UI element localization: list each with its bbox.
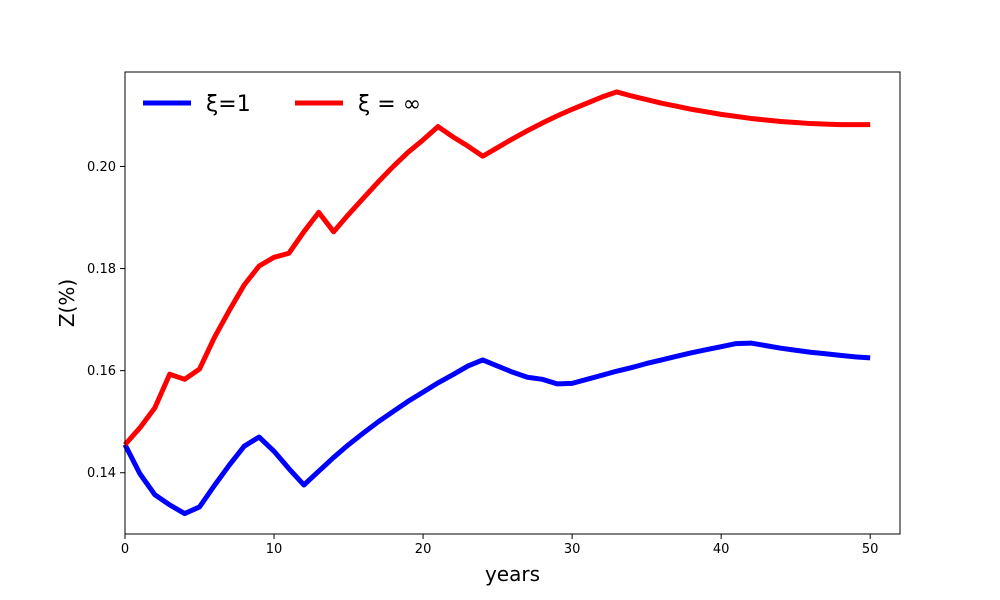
legend-entry-xi-infinity: ξ = ∞ [358,92,421,117]
y-axis-label: Z(%) [55,279,79,327]
y-axis: 0.14 0.16 0.18 0.20 [87,160,125,481]
y-tick-label: 0.14 [87,466,116,481]
x-tick-label: 20 [415,542,432,557]
x-tick-label: 30 [564,542,581,557]
plot-frame [124,71,901,535]
series-layer [122,89,871,517]
y-tick-label: 0.20 [87,160,116,175]
legend-entry-xi-1: ξ=1 [206,92,251,117]
x-tick-label: 50 [862,542,879,557]
x-axis: 0 10 20 30 40 50 [121,534,879,557]
x-tick-label: 40 [713,542,730,557]
x-tick-label: 0 [121,542,129,557]
series-line-xi-infinity [123,89,871,447]
y-tick-label: 0.18 [87,262,116,277]
legend: ξ=1 ξ = ∞ [143,92,421,117]
x-tick-label: 10 [266,542,283,557]
series-line-xi-1 [122,340,871,517]
x-axis-label: years [485,562,540,586]
y-tick-label: 0.16 [87,364,116,379]
